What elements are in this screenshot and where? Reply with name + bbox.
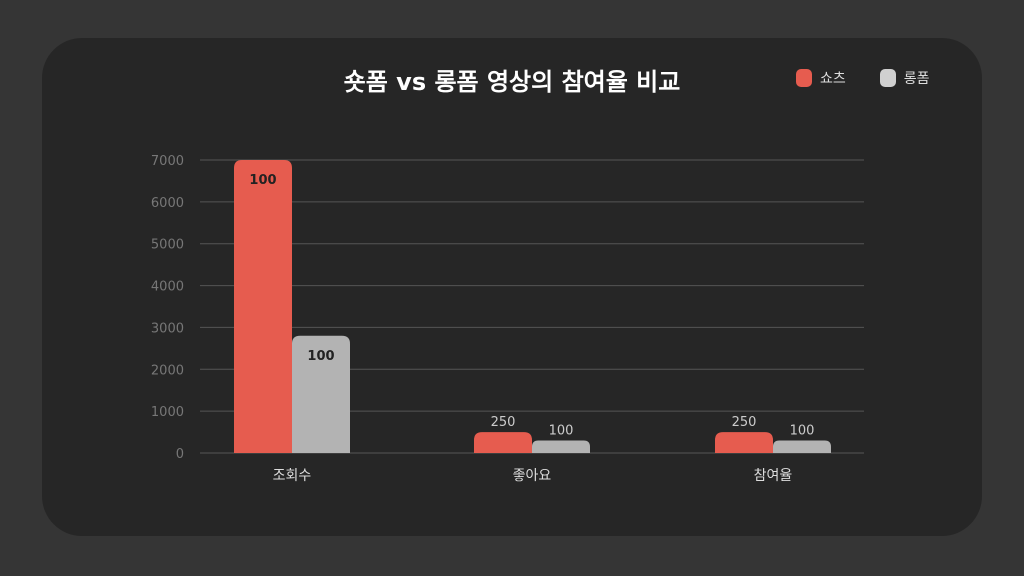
x-tick-label: 좋아요: [513, 468, 552, 484]
bar-shorts: [234, 160, 292, 453]
chart-title: 숏폼 vs 롱폼 영상의 참여율 비교: [343, 68, 681, 96]
y-tick-label: 6000: [151, 196, 184, 211]
legend-label-shorts: 쇼츠: [820, 71, 846, 87]
data-label: 100: [549, 423, 574, 438]
y-tick-label: 0: [176, 447, 184, 462]
legend: 쇼츠 롱폼: [796, 68, 930, 88]
bar-longform: [773, 440, 831, 453]
data-label: 250: [491, 415, 516, 430]
bar-longform: [532, 440, 590, 453]
y-tick-label: 2000: [151, 363, 184, 378]
bar-shorts: [474, 432, 532, 453]
y-tick-label: 1000: [151, 405, 184, 420]
data-label: 100: [249, 173, 276, 188]
y-tick-label: 5000: [151, 238, 184, 253]
y-tick-label: 4000: [151, 280, 184, 295]
y-tick-label: 7000: [151, 154, 184, 169]
y-tick-label: 3000: [151, 321, 184, 336]
data-label: 100: [790, 423, 815, 438]
legend-swatch-longform: [879, 69, 896, 87]
legend-item-shorts: 쇼츠: [796, 68, 846, 88]
x-tick-label: 참여율: [754, 468, 793, 484]
bar-longform: [292, 335, 350, 453]
legend-label-longform: 롱폼: [903, 71, 930, 87]
x-tick-label: 조회수: [273, 468, 312, 484]
data-label: 100: [307, 349, 334, 364]
bar-shorts: [715, 432, 773, 453]
legend-swatch-shorts: [796, 69, 812, 87]
legend-item-longform: 롱폼: [879, 68, 930, 88]
data-label: 250: [732, 415, 757, 430]
